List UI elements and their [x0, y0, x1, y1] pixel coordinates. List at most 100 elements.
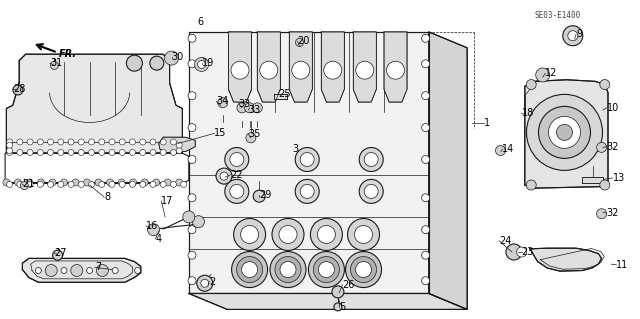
Text: 33: 33 — [248, 105, 260, 115]
Circle shape — [160, 150, 166, 155]
Circle shape — [95, 179, 102, 186]
Circle shape — [300, 152, 314, 167]
Circle shape — [148, 224, 159, 236]
Circle shape — [237, 103, 247, 113]
Text: 12: 12 — [545, 68, 557, 78]
Circle shape — [195, 57, 209, 71]
Circle shape — [422, 155, 429, 164]
Circle shape — [129, 182, 136, 187]
Text: 16: 16 — [146, 221, 158, 231]
Circle shape — [37, 139, 44, 145]
Circle shape — [183, 211, 195, 223]
Circle shape — [198, 60, 205, 69]
Circle shape — [150, 56, 164, 70]
Circle shape — [188, 226, 196, 234]
Circle shape — [71, 264, 83, 277]
Text: 32: 32 — [607, 208, 619, 218]
Circle shape — [231, 61, 249, 79]
Text: 10: 10 — [607, 103, 619, 113]
Circle shape — [119, 139, 125, 145]
Circle shape — [364, 152, 378, 167]
Polygon shape — [582, 177, 603, 183]
Circle shape — [99, 139, 105, 145]
Circle shape — [140, 139, 146, 145]
Circle shape — [600, 180, 610, 190]
Circle shape — [99, 150, 105, 155]
Circle shape — [6, 148, 13, 153]
Circle shape — [188, 251, 196, 259]
Circle shape — [422, 251, 429, 259]
Circle shape — [242, 262, 258, 278]
Circle shape — [13, 85, 23, 95]
Circle shape — [334, 303, 342, 311]
Circle shape — [526, 79, 536, 90]
Polygon shape — [274, 94, 287, 99]
Circle shape — [557, 124, 573, 140]
Circle shape — [422, 194, 429, 202]
Circle shape — [197, 275, 212, 291]
Circle shape — [359, 179, 383, 204]
Circle shape — [84, 179, 90, 186]
Circle shape — [232, 252, 268, 287]
Polygon shape — [429, 32, 467, 309]
Circle shape — [27, 139, 33, 145]
Circle shape — [47, 182, 54, 187]
Text: 6: 6 — [197, 17, 204, 27]
Circle shape — [260, 61, 278, 79]
Circle shape — [37, 182, 44, 187]
Circle shape — [314, 256, 339, 283]
Text: 23: 23 — [522, 247, 534, 257]
Text: 5: 5 — [339, 302, 346, 312]
Circle shape — [72, 179, 79, 186]
Polygon shape — [159, 137, 195, 152]
Circle shape — [164, 51, 179, 65]
Text: 4: 4 — [156, 234, 162, 244]
Circle shape — [129, 139, 136, 145]
Circle shape — [51, 61, 58, 70]
Circle shape — [160, 182, 166, 187]
Circle shape — [188, 123, 196, 132]
Circle shape — [153, 179, 159, 186]
Text: 25: 25 — [278, 89, 291, 99]
Circle shape — [78, 139, 84, 145]
Circle shape — [422, 60, 429, 68]
Circle shape — [127, 55, 143, 71]
Circle shape — [538, 106, 591, 159]
Circle shape — [280, 262, 296, 278]
Circle shape — [244, 103, 255, 113]
Circle shape — [150, 182, 156, 187]
Circle shape — [422, 34, 429, 42]
Text: 31: 31 — [50, 58, 62, 68]
Circle shape — [252, 103, 262, 113]
Circle shape — [176, 148, 182, 153]
Circle shape — [68, 150, 74, 155]
Circle shape — [234, 219, 266, 250]
Circle shape — [88, 182, 95, 187]
Circle shape — [160, 139, 166, 145]
Circle shape — [170, 150, 177, 155]
Circle shape — [35, 268, 42, 273]
Circle shape — [600, 79, 610, 90]
Circle shape — [119, 182, 125, 187]
Text: 9: 9 — [576, 29, 582, 40]
Circle shape — [201, 279, 209, 287]
Circle shape — [6, 150, 13, 155]
Circle shape — [253, 190, 265, 202]
Circle shape — [216, 168, 232, 184]
Circle shape — [355, 226, 372, 243]
Polygon shape — [353, 32, 376, 102]
Circle shape — [107, 179, 113, 186]
Text: 22: 22 — [230, 170, 243, 180]
Circle shape — [317, 226, 335, 243]
Circle shape — [422, 123, 429, 132]
Circle shape — [359, 147, 383, 172]
Circle shape — [109, 150, 115, 155]
Circle shape — [422, 92, 429, 100]
Polygon shape — [289, 32, 312, 102]
Circle shape — [150, 150, 156, 155]
Circle shape — [61, 179, 67, 186]
Polygon shape — [525, 80, 608, 188]
Circle shape — [364, 184, 378, 198]
Circle shape — [526, 180, 536, 190]
Circle shape — [246, 133, 256, 143]
